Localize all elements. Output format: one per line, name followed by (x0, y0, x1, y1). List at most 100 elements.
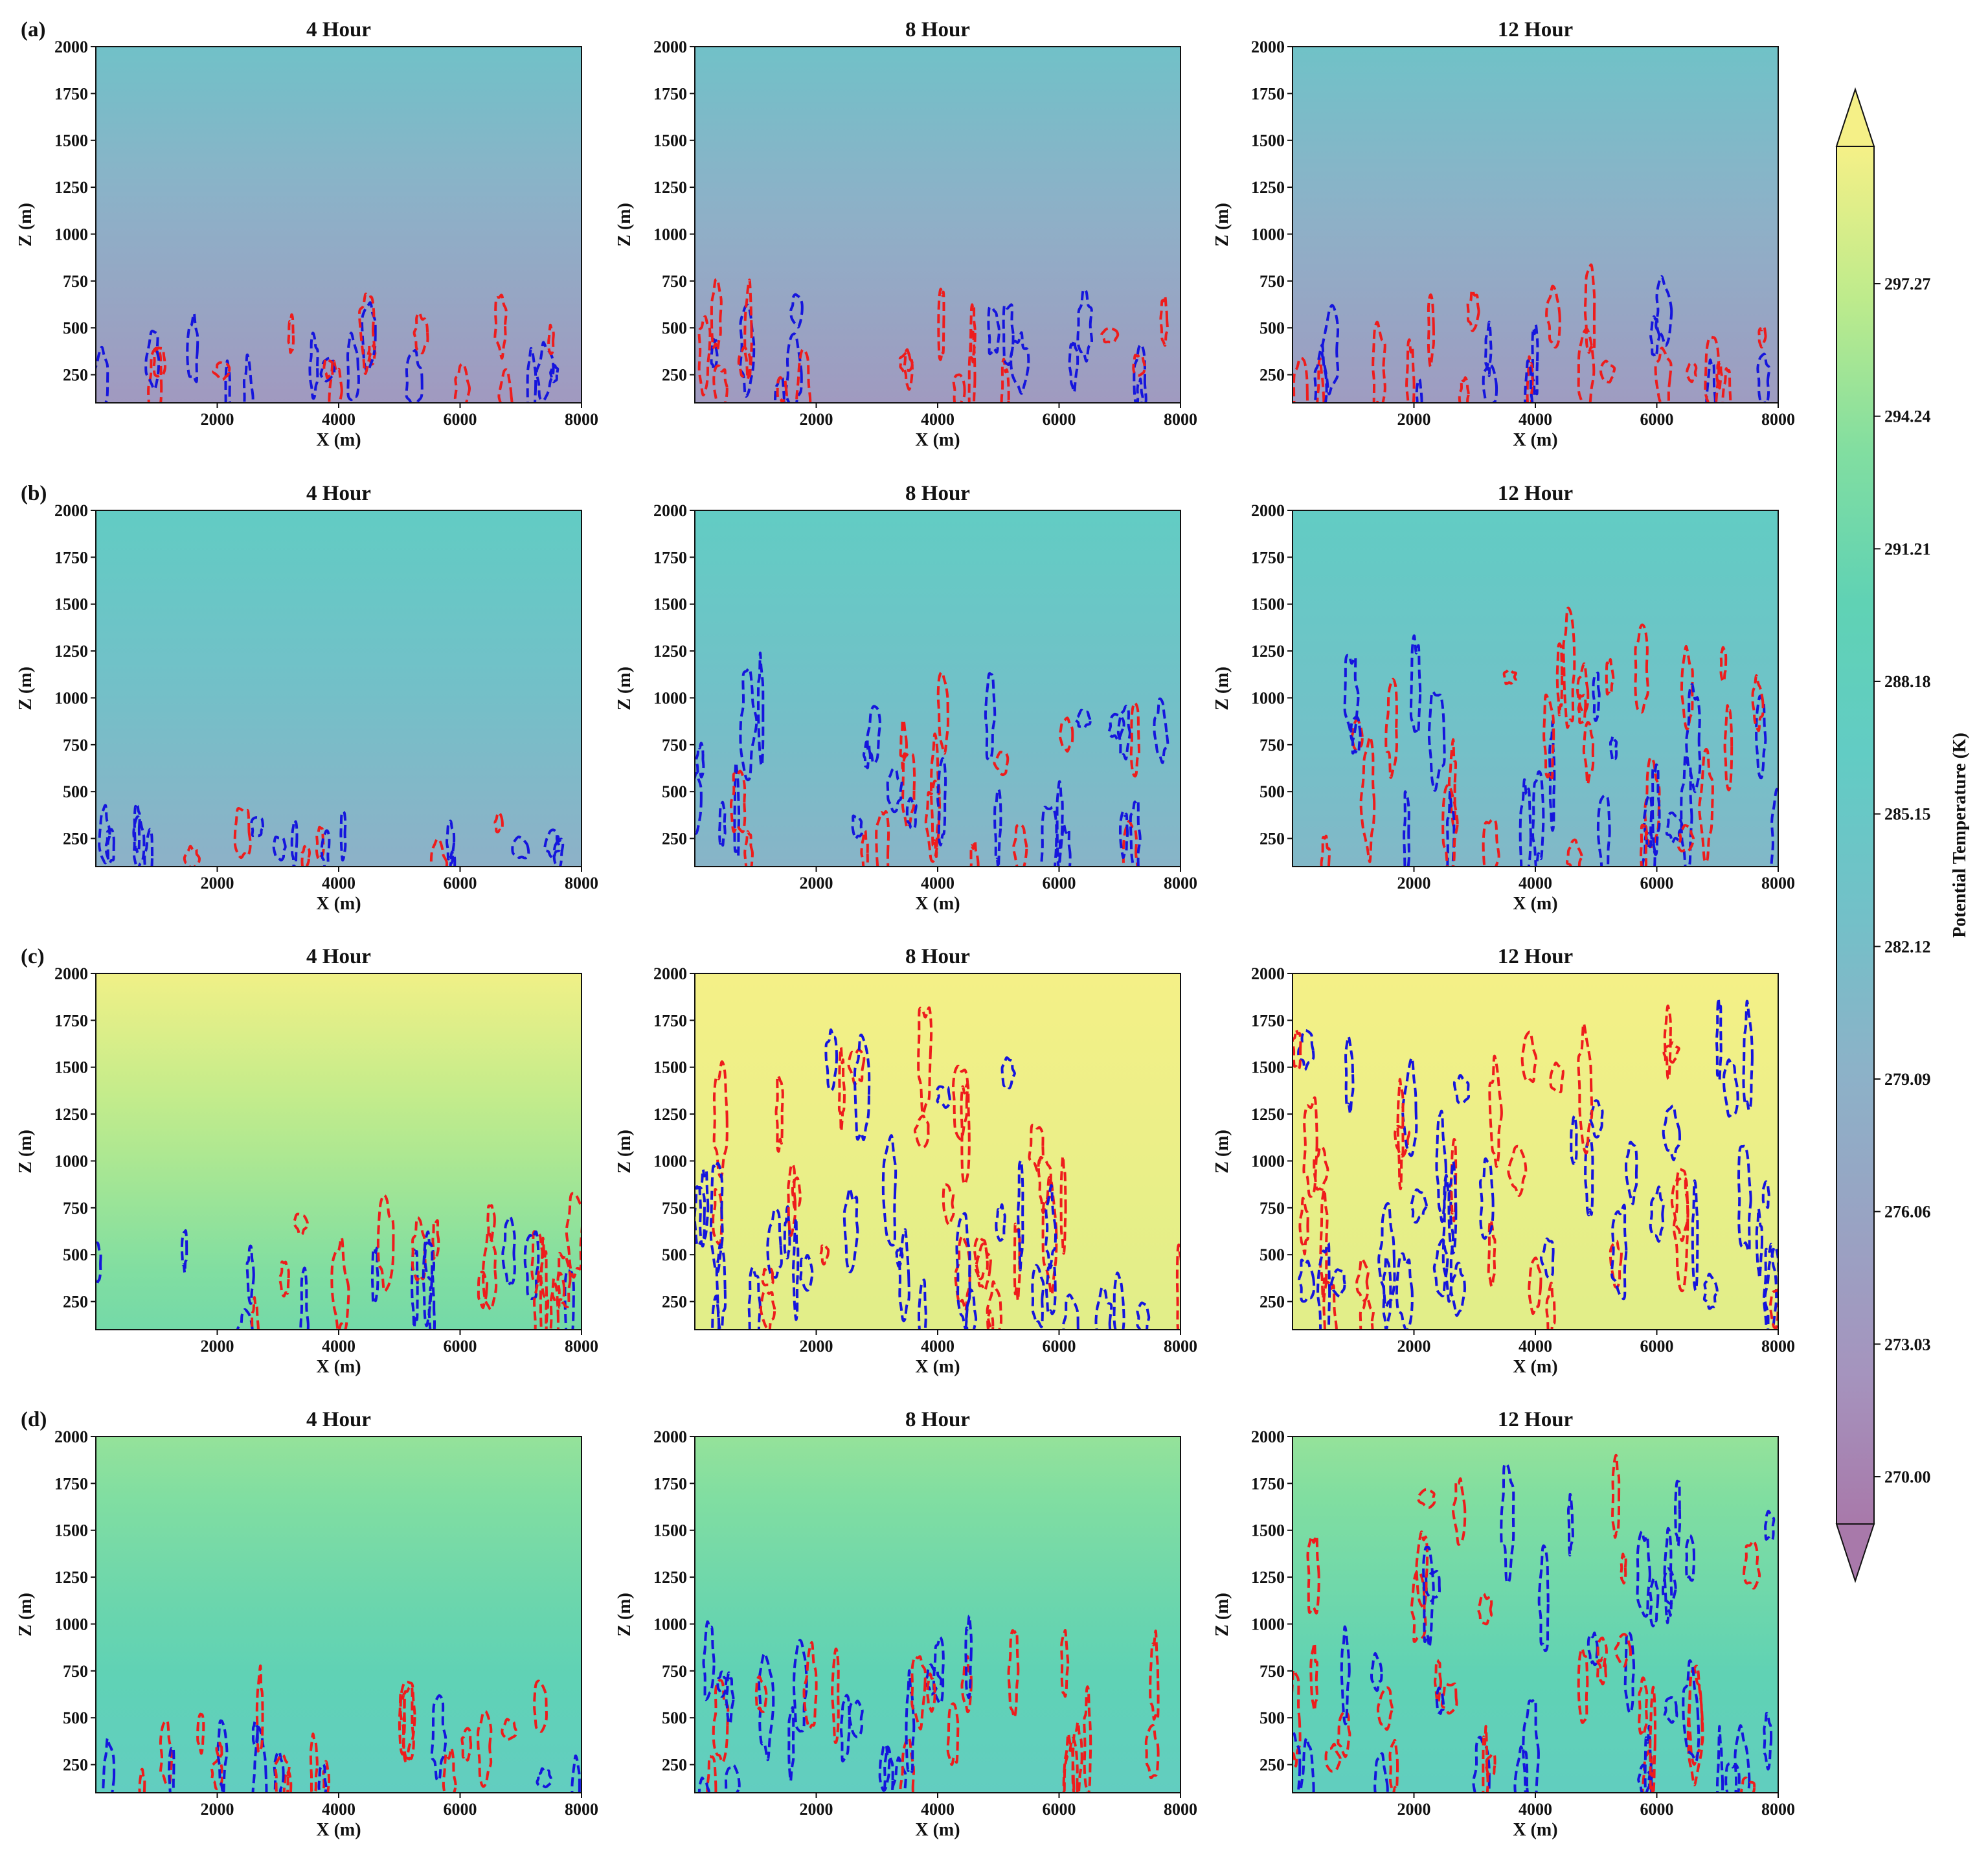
contour-line (449, 850, 457, 867)
x-tick-label: 6000 (1640, 1337, 1674, 1356)
x-tick-label: 6000 (1043, 874, 1076, 892)
colorbar-body (1836, 146, 1874, 1524)
x-tick-label: 4000 (322, 1800, 356, 1819)
contour-line (133, 804, 141, 854)
y-tick-label: 1500 (54, 595, 88, 614)
y-tick-label: 250 (662, 1756, 687, 1775)
contour-line (1555, 642, 1564, 716)
contour-line (552, 835, 565, 867)
contour-line (1610, 1203, 1628, 1301)
contour-line (308, 332, 319, 400)
contour-line (1649, 1576, 1660, 1628)
contour-line (766, 1207, 783, 1279)
x-axis-label: X (m) (1513, 1357, 1557, 1377)
contour-line (1031, 1264, 1045, 1328)
contour-line (1309, 1641, 1319, 1712)
contour-line (715, 1243, 727, 1330)
contour-line (1373, 1752, 1389, 1793)
y-tick-label: 1750 (653, 84, 687, 103)
contour-line (358, 292, 376, 375)
contour-line (712, 1188, 723, 1245)
contour-line (1484, 321, 1493, 378)
row-label: (b) (21, 482, 47, 505)
y-tick-label: 500 (63, 782, 88, 801)
x-tick-label: 2000 (800, 874, 833, 892)
contour-line (1577, 1647, 1589, 1724)
contour-line (936, 1085, 951, 1109)
contour-line (1549, 1062, 1564, 1093)
contour-line (917, 1006, 933, 1115)
contour-line (180, 1229, 188, 1275)
y-tick-label: 1250 (54, 1568, 88, 1587)
contour-line (361, 301, 377, 373)
contour-line (756, 652, 765, 767)
contour-line (1562, 606, 1576, 729)
contour-line (1691, 1179, 1699, 1292)
contour-line (233, 807, 252, 859)
contour-line (1685, 1534, 1696, 1582)
contour-line (411, 1216, 427, 1282)
contour-line (186, 312, 199, 383)
contour-line (1136, 377, 1144, 403)
contour-line (1643, 756, 1661, 848)
contour-line (317, 1763, 328, 1793)
x-tick-label: 6000 (1043, 1800, 1076, 1819)
contour-line (1520, 1030, 1538, 1084)
contour-line (1596, 1636, 1608, 1671)
contour-line (1642, 793, 1653, 850)
y-tick-label: 2000 (1251, 964, 1285, 983)
contour-line (290, 820, 299, 867)
contour-line (878, 1743, 891, 1792)
contour-line (1432, 1238, 1449, 1298)
contour-line (543, 828, 561, 860)
y-tick-label: 250 (662, 366, 687, 385)
contour-line (1576, 662, 1590, 715)
contour-line (1577, 694, 1587, 725)
contour-line (1719, 646, 1728, 683)
colorbar: 270.00 273.03 276.06 279.09 282.12 285.15 288.… (1835, 87, 1970, 1584)
colorbar-extend-max (1835, 87, 1875, 147)
contour-line (1704, 335, 1721, 403)
contour-line (1649, 315, 1661, 359)
y-tick-label: 1250 (653, 1105, 687, 1124)
y-tick-label: 750 (63, 1662, 88, 1681)
contour-line (1537, 1544, 1550, 1652)
contour-line (1355, 1257, 1370, 1302)
contour-line (282, 1770, 293, 1793)
row-label: (d) (21, 1408, 47, 1431)
y-tick-label: 750 (1259, 272, 1285, 291)
contour-line (370, 1246, 379, 1305)
contour-line (1396, 1078, 1405, 1190)
x-tick-label: 4000 (322, 410, 356, 429)
contour-line (851, 814, 864, 840)
x-tick-label: 8000 (1761, 1337, 1795, 1356)
y-tick-label: 2000 (653, 1427, 687, 1446)
contour-line (754, 1675, 768, 1713)
contour-line (984, 672, 997, 761)
x-axis-label: X (m) (915, 1357, 960, 1377)
y-tick-label: 500 (63, 1709, 88, 1727)
contour-line (1665, 811, 1684, 844)
contour-line (960, 1082, 971, 1186)
y-tick-label: 2000 (54, 1427, 88, 1446)
contour-line (698, 1168, 710, 1248)
x-tick-label: 6000 (444, 874, 477, 892)
panel-title: 4 Hour (306, 482, 371, 505)
contour-line (1737, 1144, 1752, 1253)
contour-line (224, 359, 232, 403)
contour-line (96, 345, 109, 403)
contour-group (1320, 606, 1778, 867)
contour-line (942, 1183, 955, 1226)
y-tick-label: 1750 (54, 1011, 88, 1030)
panel-background (1293, 47, 1778, 403)
contour-line (1382, 1255, 1392, 1330)
x-axis-label: X (m) (316, 894, 361, 914)
contour-line (501, 1718, 517, 1742)
contour-line (536, 1767, 553, 1789)
x-tick-label: 8000 (565, 410, 598, 429)
contour-line (210, 1758, 223, 1791)
contour-line (787, 1163, 797, 1237)
contour-line (159, 1719, 174, 1786)
contour-line (1427, 293, 1435, 369)
colorbar-tick-label: 270.00 (1884, 1468, 1931, 1486)
